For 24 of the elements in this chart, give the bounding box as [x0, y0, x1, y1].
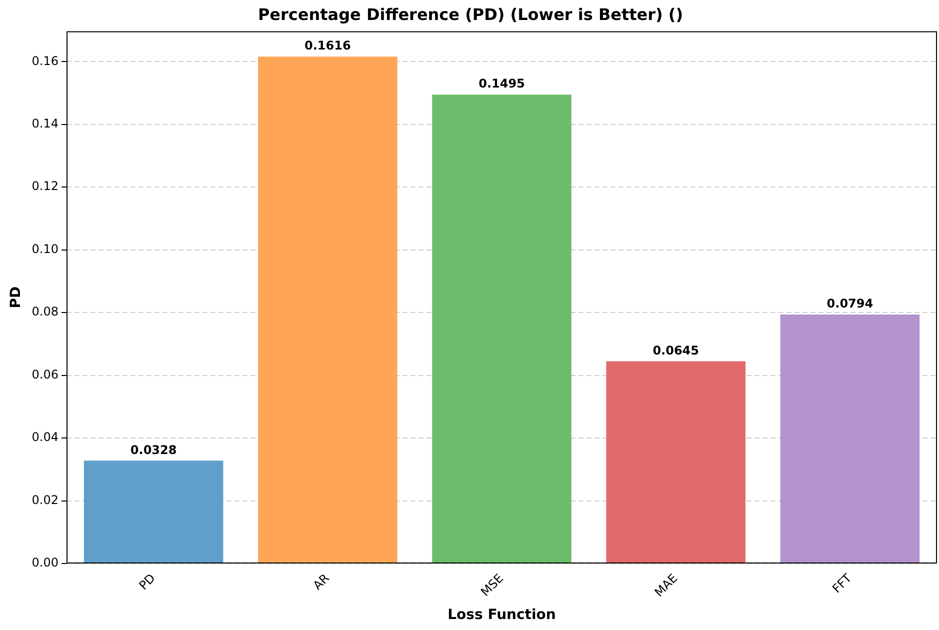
data-label: 0.0645 [652, 343, 700, 358]
bar [780, 314, 920, 564]
y-axis-title: PD [8, 286, 24, 308]
bar [84, 460, 224, 564]
y-tick-label: 0.00 [32, 556, 59, 570]
data-label: 0.0794 [826, 296, 874, 311]
y-tick-label: 0.14 [32, 116, 59, 130]
bar [606, 361, 746, 564]
y-tick-label: 0.12 [32, 179, 59, 194]
chart-title: Percentage Difference (PD) (Lower is Better) () [258, 4, 684, 24]
y-tick-label: 0.02 [32, 492, 59, 507]
data-label: 0.1616 [304, 38, 351, 53]
x-tick-label: AR [310, 571, 332, 593]
y-tick-label: 0.08 [32, 304, 59, 319]
data-label: 0.1495 [478, 76, 525, 91]
x-axis-title: Loss Function [448, 607, 556, 624]
y-tick-label: 0.10 [32, 242, 59, 256]
x-tick-label: PD [136, 571, 158, 593]
y-tick-label: 0.16 [32, 54, 59, 68]
bar [432, 94, 572, 564]
data-label: 0.0328 [130, 442, 177, 457]
bar [258, 56, 398, 564]
y-tick-label: 0.06 [32, 367, 59, 382]
y-tick-label: 0.04 [32, 430, 59, 444]
